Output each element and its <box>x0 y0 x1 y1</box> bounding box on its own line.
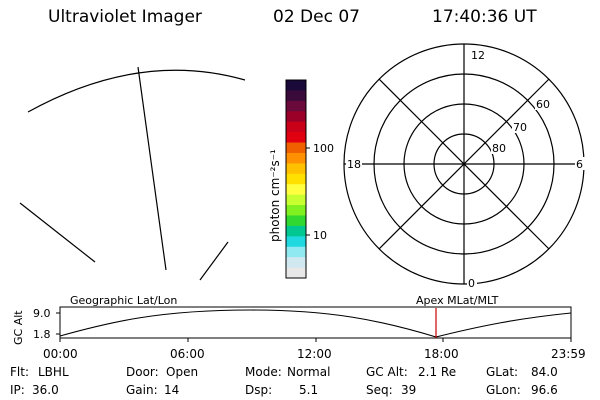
status-dsp-value: 5.1 <box>299 383 318 397</box>
polar-label-bg-18 <box>346 157 362 170</box>
color-bar-swatch <box>286 236 306 248</box>
polar-label-bg-80 <box>491 141 509 154</box>
time-label: 17:40:36 UT <box>432 7 537 27</box>
polar-mlt-label-6: 6 <box>576 158 583 171</box>
status-gain-key: Gain: <box>126 383 158 397</box>
status-gcalt-key: GC Alt: <box>366 365 408 379</box>
color-bar-swatch <box>286 194 306 206</box>
status-seq-value: 39 <box>401 383 416 397</box>
timeline-xtick-label-0600: 06:00 <box>170 347 205 361</box>
status-mode-value: Normal <box>287 365 330 379</box>
timeline-frame <box>59 306 572 339</box>
map-meridian-line <box>137 66 167 271</box>
status-dsp-key: Dsp: <box>245 383 272 397</box>
status-mode-key: Mode: <box>245 365 282 379</box>
polar-label-bg-6 <box>575 157 585 170</box>
color-bar-swatch <box>286 205 306 216</box>
instrument-title: Ultraviolet Imager <box>48 7 202 27</box>
geographic-map-panel <box>19 66 246 281</box>
altitude-curve <box>59 309 572 338</box>
status-glat-value: 84.0 <box>531 365 558 379</box>
status-filter-key: Flt: <box>10 365 29 379</box>
color-bar-swatch <box>286 142 306 154</box>
status-filter-value: LBHL <box>38 365 69 379</box>
status-glat-key: GLat: <box>486 365 518 379</box>
color-bar-swatch <box>286 152 306 164</box>
color-bar-swatch <box>286 246 306 258</box>
status-door-key: Door: <box>126 365 159 379</box>
color-bar-swatch <box>286 184 306 196</box>
polar-mlat-label-60: 60 <box>536 98 550 111</box>
color-bar <box>286 80 306 279</box>
polar-mlt-label-0: 0 <box>468 277 475 290</box>
color-bar-swatch <box>286 163 306 175</box>
color-bar-swatch <box>286 132 306 144</box>
timeline-apex-label: Apex MLat/MLT <box>416 294 499 307</box>
color-bar-unit-label: photon cm⁻²s⁻¹ <box>268 149 282 242</box>
status-seq-key: Seq: <box>366 383 393 397</box>
status-door-value: Open <box>166 365 198 379</box>
color-bar-swatch <box>286 111 306 123</box>
map-line-lower-left <box>19 202 96 263</box>
color-bar-swatch <box>286 215 306 227</box>
color-bar-swatch <box>286 100 306 112</box>
color-bar-label-10: 10 <box>313 229 327 242</box>
status-gcalt-value: 2.1 Re <box>418 365 456 379</box>
map-line-lower-right <box>199 241 229 281</box>
status-ip-value: 36.0 <box>32 383 59 397</box>
polar-mlat-label-70: 70 <box>513 121 527 134</box>
date-label: 02 Dec 07 <box>273 7 360 27</box>
color-bar-frame <box>285 79 307 279</box>
polar-plot <box>343 43 585 285</box>
timeline-xtick-label-2359: 23:59 <box>551 347 586 361</box>
status-gain-value: 14 <box>164 383 179 397</box>
color-bar-swatch <box>286 121 306 133</box>
polar-label-bg-12 <box>469 48 485 61</box>
timeline-y-axis-label: GC Alt <box>12 310 25 345</box>
status-ip-key: IP: <box>10 383 25 397</box>
polar-mlt-label-18: 18 <box>347 158 361 171</box>
polar-mlat-label-80: 80 <box>492 142 506 155</box>
map-horizon-arc <box>27 69 246 113</box>
timeline-xtick-label-1200: 12:00 <box>297 347 332 361</box>
timeline-ytick-label-9: 9.0 <box>33 307 51 320</box>
color-bar-swatch <box>286 80 306 91</box>
timeline-ytick-label-1-8: 1.8 <box>33 328 51 341</box>
color-bar-swatch <box>286 257 306 269</box>
polar-diagonal-b <box>378 78 550 250</box>
timeline-geo-label: Geographic Lat/Lon <box>70 294 177 307</box>
color-bar-label-100: 100 <box>313 142 334 155</box>
polar-mlt-label-12: 12 <box>471 49 485 62</box>
polar-label-bg-0 <box>467 276 477 289</box>
polar-label-bg-70 <box>512 120 530 133</box>
color-bar-swatch <box>286 267 306 279</box>
polar-label-bg-60 <box>535 97 553 110</box>
color-bar-swatch <box>286 90 306 102</box>
timeline-xtick-label-1800: 18:00 <box>424 347 459 361</box>
color-bar-swatch <box>286 225 306 237</box>
status-glon-key: GLon: <box>486 383 521 397</box>
status-glon-value: 96.6 <box>531 383 558 397</box>
color-bar-swatch <box>286 173 306 185</box>
timeline-xtick-label-0000: 00:00 <box>43 347 78 361</box>
